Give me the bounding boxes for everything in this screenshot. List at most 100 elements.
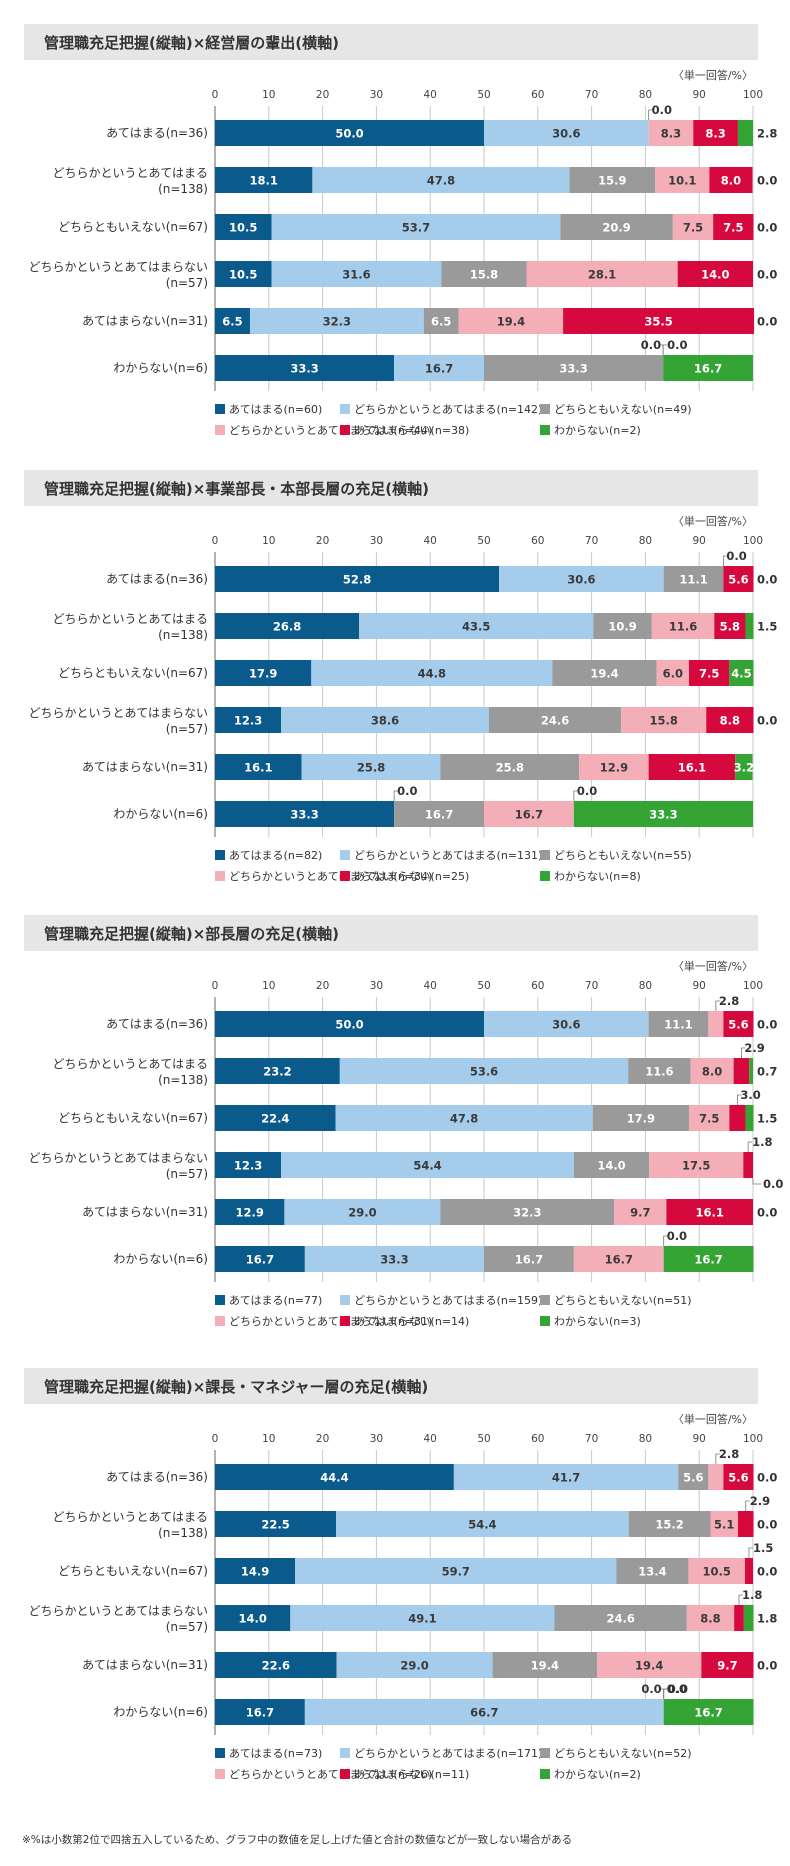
data-label: 10.5 [229,268,257,282]
data-label: 5.8 [720,620,740,634]
bar-segment [215,1511,337,1537]
x-tick-label: 60 [531,89,544,101]
legend-label: あてはまる(n=77) [229,1294,322,1307]
chart-header-band [24,470,758,506]
data-label: 41.7 [552,1471,580,1485]
bar-segment [271,261,442,287]
data-label: 19.4 [590,667,618,681]
callout-label: 0.0 [757,1018,777,1032]
callout-label: 0.0 [397,784,417,798]
category-label: わからない(n=6) [113,361,208,375]
legend-swatch [215,1295,225,1305]
data-label: 15.9 [598,174,626,188]
data-label: 16.7 [515,1253,543,1267]
legend-swatch [215,850,225,860]
legend-label: あてはまらない(n=38) [354,424,469,437]
data-label: 13.4 [638,1565,666,1579]
data-label: 20.9 [602,221,630,235]
data-label: 29.0 [348,1206,376,1220]
callout-label: 2.8 [757,127,777,141]
data-label: 12.9 [236,1206,264,1220]
bar-segment [359,613,594,639]
callout-leader [747,1141,753,1152]
bar-segment [621,707,707,733]
bar-segment [215,1011,484,1037]
legend-swatch [540,404,550,414]
bar-segment [290,1605,555,1631]
x-tick-label: 100 [743,980,763,992]
data-label: 15.2 [655,1518,683,1532]
bar-segment [215,1558,296,1584]
data-label: 8.8 [720,714,740,728]
data-label: 4.5 [731,667,751,681]
data-label: 5.6 [728,573,748,587]
callout-label: 0.0 [757,315,777,329]
x-tick-label: 60 [531,980,544,992]
bar-segment [744,1558,753,1584]
category-label-n: (n=57) [166,1620,208,1634]
callout-label: 3.0 [740,1088,760,1102]
bar-segment [215,1105,336,1131]
data-label: 12.3 [234,714,262,728]
bar-segment [215,120,484,146]
bar-segment [663,1246,754,1272]
data-label: 10.5 [702,1565,730,1579]
bar-segment [304,1699,664,1725]
callout-label: 0.0 [757,573,777,587]
data-label: 38.6 [371,714,399,728]
callout-label: 0.0 [757,714,777,728]
data-label: 17.9 [249,667,277,681]
bar-segment [749,1058,753,1084]
data-label: 17.9 [627,1112,655,1126]
bar-segment [499,566,664,592]
category-label: あてはまらない(n=31) [82,314,208,328]
data-label: 15.8 [470,268,498,282]
x-tick-label: 20 [316,535,329,547]
x-tick-label: 40 [424,1433,437,1445]
data-label: 44.8 [418,667,446,681]
category-label: どちらかというとあてはまらない [28,260,208,274]
data-label: 16.7 [246,1706,274,1720]
bar-segment [688,1105,730,1131]
x-tick-label: 0 [212,980,219,992]
bar-segment [573,801,753,827]
x-tick-label: 50 [477,1433,490,1445]
bar-segment [484,1011,649,1037]
bar-segment [335,1105,593,1131]
bar-segment [569,167,656,193]
bar-segment [215,801,395,827]
bar-segment [656,660,689,686]
category-label: どちらともいえない(n=67) [58,666,208,680]
data-label: 11.6 [669,620,697,634]
bar-segment [339,1058,629,1084]
bar-segment [686,1605,735,1631]
legend-label: どちらかというとあてはまらない(n=31) [229,1315,432,1328]
callout-leader [741,1047,746,1058]
bar-segment [734,1605,744,1631]
bar-segment [690,1058,734,1084]
data-label: 3.2 [734,761,754,775]
category-label: どちらともいえない(n=67) [58,220,208,234]
data-label: 47.8 [450,1112,478,1126]
callout-leader [573,790,578,801]
data-label: 14.9 [241,1565,269,1579]
bar-segment [215,754,302,780]
x-tick-label: 90 [693,980,706,992]
category-label: どちらかというとあてはまらない [28,1151,208,1165]
bar-segment [648,120,694,146]
x-tick-label: 50 [477,89,490,101]
category-label: あてはまる(n=36) [106,572,208,586]
bar-segment [215,566,500,592]
data-label: 10.9 [608,620,636,634]
bar-segment [729,660,754,686]
data-label: 6.5 [222,315,242,329]
legend-label: どちらともいえない(n=49) [554,403,692,416]
category-label: どちらかというとあてはまらない [28,706,208,720]
data-label: 12.9 [600,761,628,775]
legend-label: どちらともいえない(n=52) [554,1747,692,1760]
callout-label: 1.5 [757,1112,777,1126]
data-label: 59.7 [442,1565,470,1579]
data-label: 16.7 [246,1253,274,1267]
data-label: 35.5 [644,315,672,329]
